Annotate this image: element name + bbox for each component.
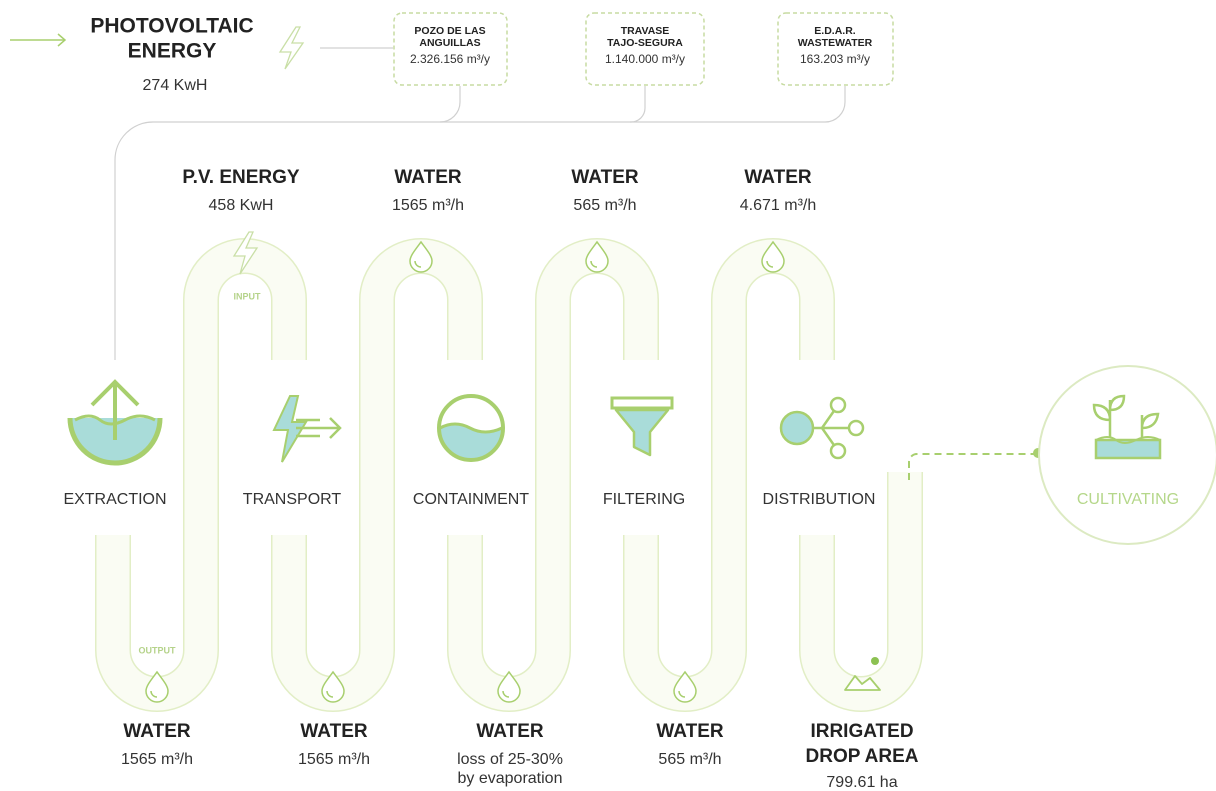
- energy-title: ENERGY: [128, 40, 217, 63]
- stage-label: EXTRACTION: [63, 491, 166, 508]
- output-value: 799.61 ha: [826, 774, 897, 791]
- transport-icon: [272, 395, 342, 463]
- source-boxes: [393, 12, 894, 86]
- input-label: WATER: [571, 167, 638, 188]
- output-label: DROP AREA: [806, 746, 919, 767]
- input-value: 458 KwH: [209, 197, 274, 214]
- output-value: by evaporation: [458, 770, 563, 787]
- stage-label: TRANSPORT: [243, 491, 342, 508]
- source-name: E.D.A.R.: [814, 25, 856, 37]
- source-name: WASTEWATER: [798, 37, 873, 49]
- extraction-icon: [67, 379, 163, 466]
- input-label: WATER: [744, 167, 811, 188]
- output-tag: OUTPUT: [139, 645, 177, 655]
- input-label: WATER: [394, 167, 461, 188]
- output-value: loss of 25-30%: [457, 751, 563, 768]
- energy-value: 274 KwH: [143, 77, 208, 94]
- output-label: WATER: [123, 721, 190, 742]
- stage-label: CULTIVATING: [1077, 491, 1179, 508]
- energy-icon: [278, 26, 305, 70]
- flow-tube: [95, 238, 1043, 712]
- source-name: POZO DE LAS: [414, 25, 485, 37]
- cultivating-icon: [1038, 365, 1216, 545]
- output-label: WATER: [476, 721, 543, 742]
- filtering-icon: [610, 396, 674, 457]
- input-label: P.V. ENERGY: [182, 167, 300, 188]
- input-tag: INPUT: [234, 291, 262, 301]
- input-value: 565 m³/h: [573, 197, 636, 214]
- source-name: TRAVASE: [621, 25, 670, 37]
- stage-label: CONTAINMENT: [413, 491, 529, 508]
- output-value: 1565 m³/h: [121, 751, 193, 768]
- energy-arrow: [10, 33, 67, 47]
- source-value: 2.326.156 m³/y: [410, 52, 490, 66]
- source-name: TAJO-SEGURA: [607, 37, 683, 49]
- input-energy-icon: [232, 231, 259, 275]
- source-value: 163.203 m³/y: [800, 52, 870, 66]
- source-value: 1.140.000 m³/y: [605, 52, 685, 66]
- energy-title: PHOTOVOLTAIC: [90, 15, 253, 38]
- stage-label: DISTRIBUTION: [763, 491, 876, 508]
- stage-label: FILTERING: [603, 491, 685, 508]
- output-label: WATER: [300, 721, 367, 742]
- irrigated-icon: [844, 657, 881, 691]
- source-lines: [114, 47, 846, 360]
- input-value: 4.671 m³/h: [740, 197, 816, 214]
- output-label: WATER: [656, 721, 723, 742]
- containment-icon: [437, 394, 505, 462]
- output-value: 1565 m³/h: [298, 751, 370, 768]
- distribution-icon: [779, 396, 865, 460]
- output-label: IRRIGATED: [810, 721, 913, 742]
- source-name: ANGUILLAS: [419, 37, 480, 49]
- output-value: 565 m³/h: [658, 751, 721, 768]
- input-value: 1565 m³/h: [392, 197, 464, 214]
